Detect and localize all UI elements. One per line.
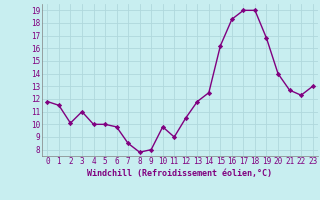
X-axis label: Windchill (Refroidissement éolien,°C): Windchill (Refroidissement éolien,°C) [87, 169, 273, 178]
